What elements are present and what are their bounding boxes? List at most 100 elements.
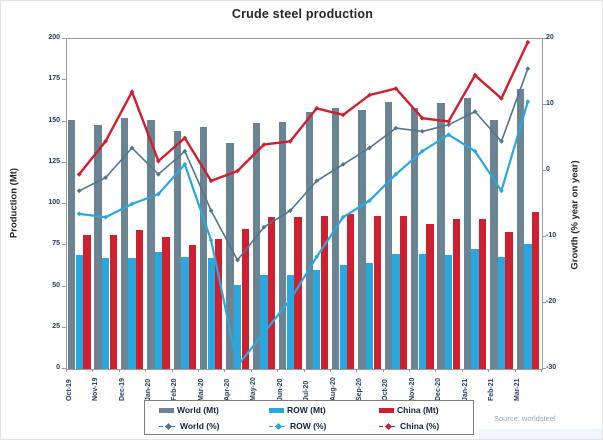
legend-bar-swatch xyxy=(379,407,394,413)
bar-row xyxy=(233,284,242,369)
line-row-pct-marker xyxy=(208,237,214,243)
bar-world xyxy=(331,108,340,369)
line-china-pct-marker xyxy=(446,119,452,124)
bar-world xyxy=(516,88,524,369)
line-row-pct-marker xyxy=(76,211,82,217)
line-world-pct-marker xyxy=(393,125,399,131)
bar-world xyxy=(384,101,393,369)
line-row-pct xyxy=(79,101,529,369)
x-axis-tick xyxy=(514,369,516,372)
line-china-pct-marker xyxy=(314,105,320,111)
bar-world xyxy=(411,108,419,369)
bar-row xyxy=(524,243,532,369)
bar-world xyxy=(199,126,208,369)
line-row-pct-marker xyxy=(446,132,452,138)
left-axis-tick-label: 175 xyxy=(48,75,60,83)
chart-title: Crude steel production xyxy=(231,7,374,21)
line-row-pct-marker xyxy=(340,214,346,220)
line-china-pct-marker xyxy=(182,135,188,141)
legend-label: China (%) xyxy=(400,421,440,431)
legend-label: World (%) xyxy=(180,421,220,431)
legend-line-swatch xyxy=(379,422,397,430)
bar-china xyxy=(505,232,513,369)
legend: World (Mt) ROW (Mt) China (Mt) World (%) ROW… xyxy=(144,400,474,435)
bar-china xyxy=(215,238,223,369)
bar-row xyxy=(154,251,163,369)
x-axis-label: Feb-20 xyxy=(171,378,179,401)
bar-row xyxy=(497,256,506,369)
right-axis-tick xyxy=(542,236,546,237)
line-world-pct xyxy=(78,68,529,262)
line-world-pct-marker xyxy=(499,138,504,144)
line-row-pct-marker xyxy=(155,191,161,197)
bar-china xyxy=(162,237,170,369)
line-china-pct xyxy=(78,41,529,183)
line-china-pct-marker xyxy=(129,89,135,95)
left-axis-tick-label: 200 xyxy=(48,34,60,41)
left-axis-tick-label: 0 xyxy=(56,364,60,371)
bar-china xyxy=(241,228,249,369)
left-axis-title: Production (Mt) xyxy=(8,167,20,239)
right-axis-tick xyxy=(542,38,546,39)
line-row-pct-marker xyxy=(129,201,135,207)
line-china-pct-marker xyxy=(287,138,293,144)
left-axis-tick-label: 125 xyxy=(48,157,60,165)
x-axis-tick xyxy=(488,369,490,372)
right-axis-tick-label: 10 xyxy=(546,100,554,107)
line-world-pct-marker xyxy=(525,66,531,72)
line-china-pct-marker xyxy=(208,178,214,184)
line-row-pct-marker xyxy=(499,188,504,194)
line-row-pct-marker xyxy=(314,254,320,260)
bar-world xyxy=(94,124,102,369)
left-axis-tick-label: 150 xyxy=(48,116,60,124)
line-china-pct-marker xyxy=(261,142,267,147)
bar-row xyxy=(313,270,321,369)
right-axis-tick-label: -30 xyxy=(546,364,557,371)
x-axis-tick xyxy=(92,369,94,372)
line-china-pct-marker xyxy=(472,72,478,78)
legend-bar-swatch xyxy=(269,407,284,413)
x-axis-tick xyxy=(461,369,463,372)
line-row-pct-marker xyxy=(419,148,425,154)
bar-china xyxy=(479,218,487,369)
right-axis-tick-label: -20 xyxy=(546,298,557,305)
bar-world xyxy=(68,119,76,369)
x-axis-tick xyxy=(329,369,331,372)
left-axis-tick-label: 50 xyxy=(52,281,60,289)
bar-china xyxy=(294,217,302,369)
bar-row xyxy=(207,258,215,369)
bar-china xyxy=(347,213,355,369)
bar-world xyxy=(226,142,234,369)
bar-row xyxy=(365,263,374,369)
left-axis-tick xyxy=(62,285,66,287)
right-axis-tick xyxy=(542,302,546,303)
x-axis-tick xyxy=(171,369,173,372)
legend-item-row-mt: ROW (Mt) xyxy=(269,405,379,415)
x-axis-label: Aug-20 xyxy=(329,377,337,401)
line-row-pct-marker xyxy=(367,198,372,204)
line-world-pct-marker xyxy=(446,122,452,128)
left-axis-tick-label: 75 xyxy=(52,240,60,248)
line-world-pct-marker xyxy=(129,145,135,151)
left-axis-tick-label: 25 xyxy=(52,322,60,330)
x-axis-tick xyxy=(541,369,542,372)
bar-world xyxy=(358,109,366,369)
line-series-overlay xyxy=(76,39,531,369)
bar-world xyxy=(437,103,445,369)
legend-label: China (Mt) xyxy=(397,405,439,415)
legend-line-marker xyxy=(274,422,282,430)
x-axis-label: Nov-20 xyxy=(408,377,416,401)
right-axis-tick xyxy=(542,170,546,171)
right-axis-tick xyxy=(542,368,546,369)
bar-row xyxy=(260,274,268,369)
bar-world xyxy=(305,111,313,369)
source-note: Source: worldsteel xyxy=(494,414,556,423)
left-axis-tick xyxy=(62,326,66,328)
left-axis-tick xyxy=(62,38,66,39)
x-axis-label: Jan-21 xyxy=(461,378,469,401)
bar-row xyxy=(418,253,427,369)
legend-line-swatch xyxy=(159,422,177,430)
bar-china xyxy=(373,215,381,369)
bar-world xyxy=(120,118,129,369)
bar-row xyxy=(102,258,110,369)
